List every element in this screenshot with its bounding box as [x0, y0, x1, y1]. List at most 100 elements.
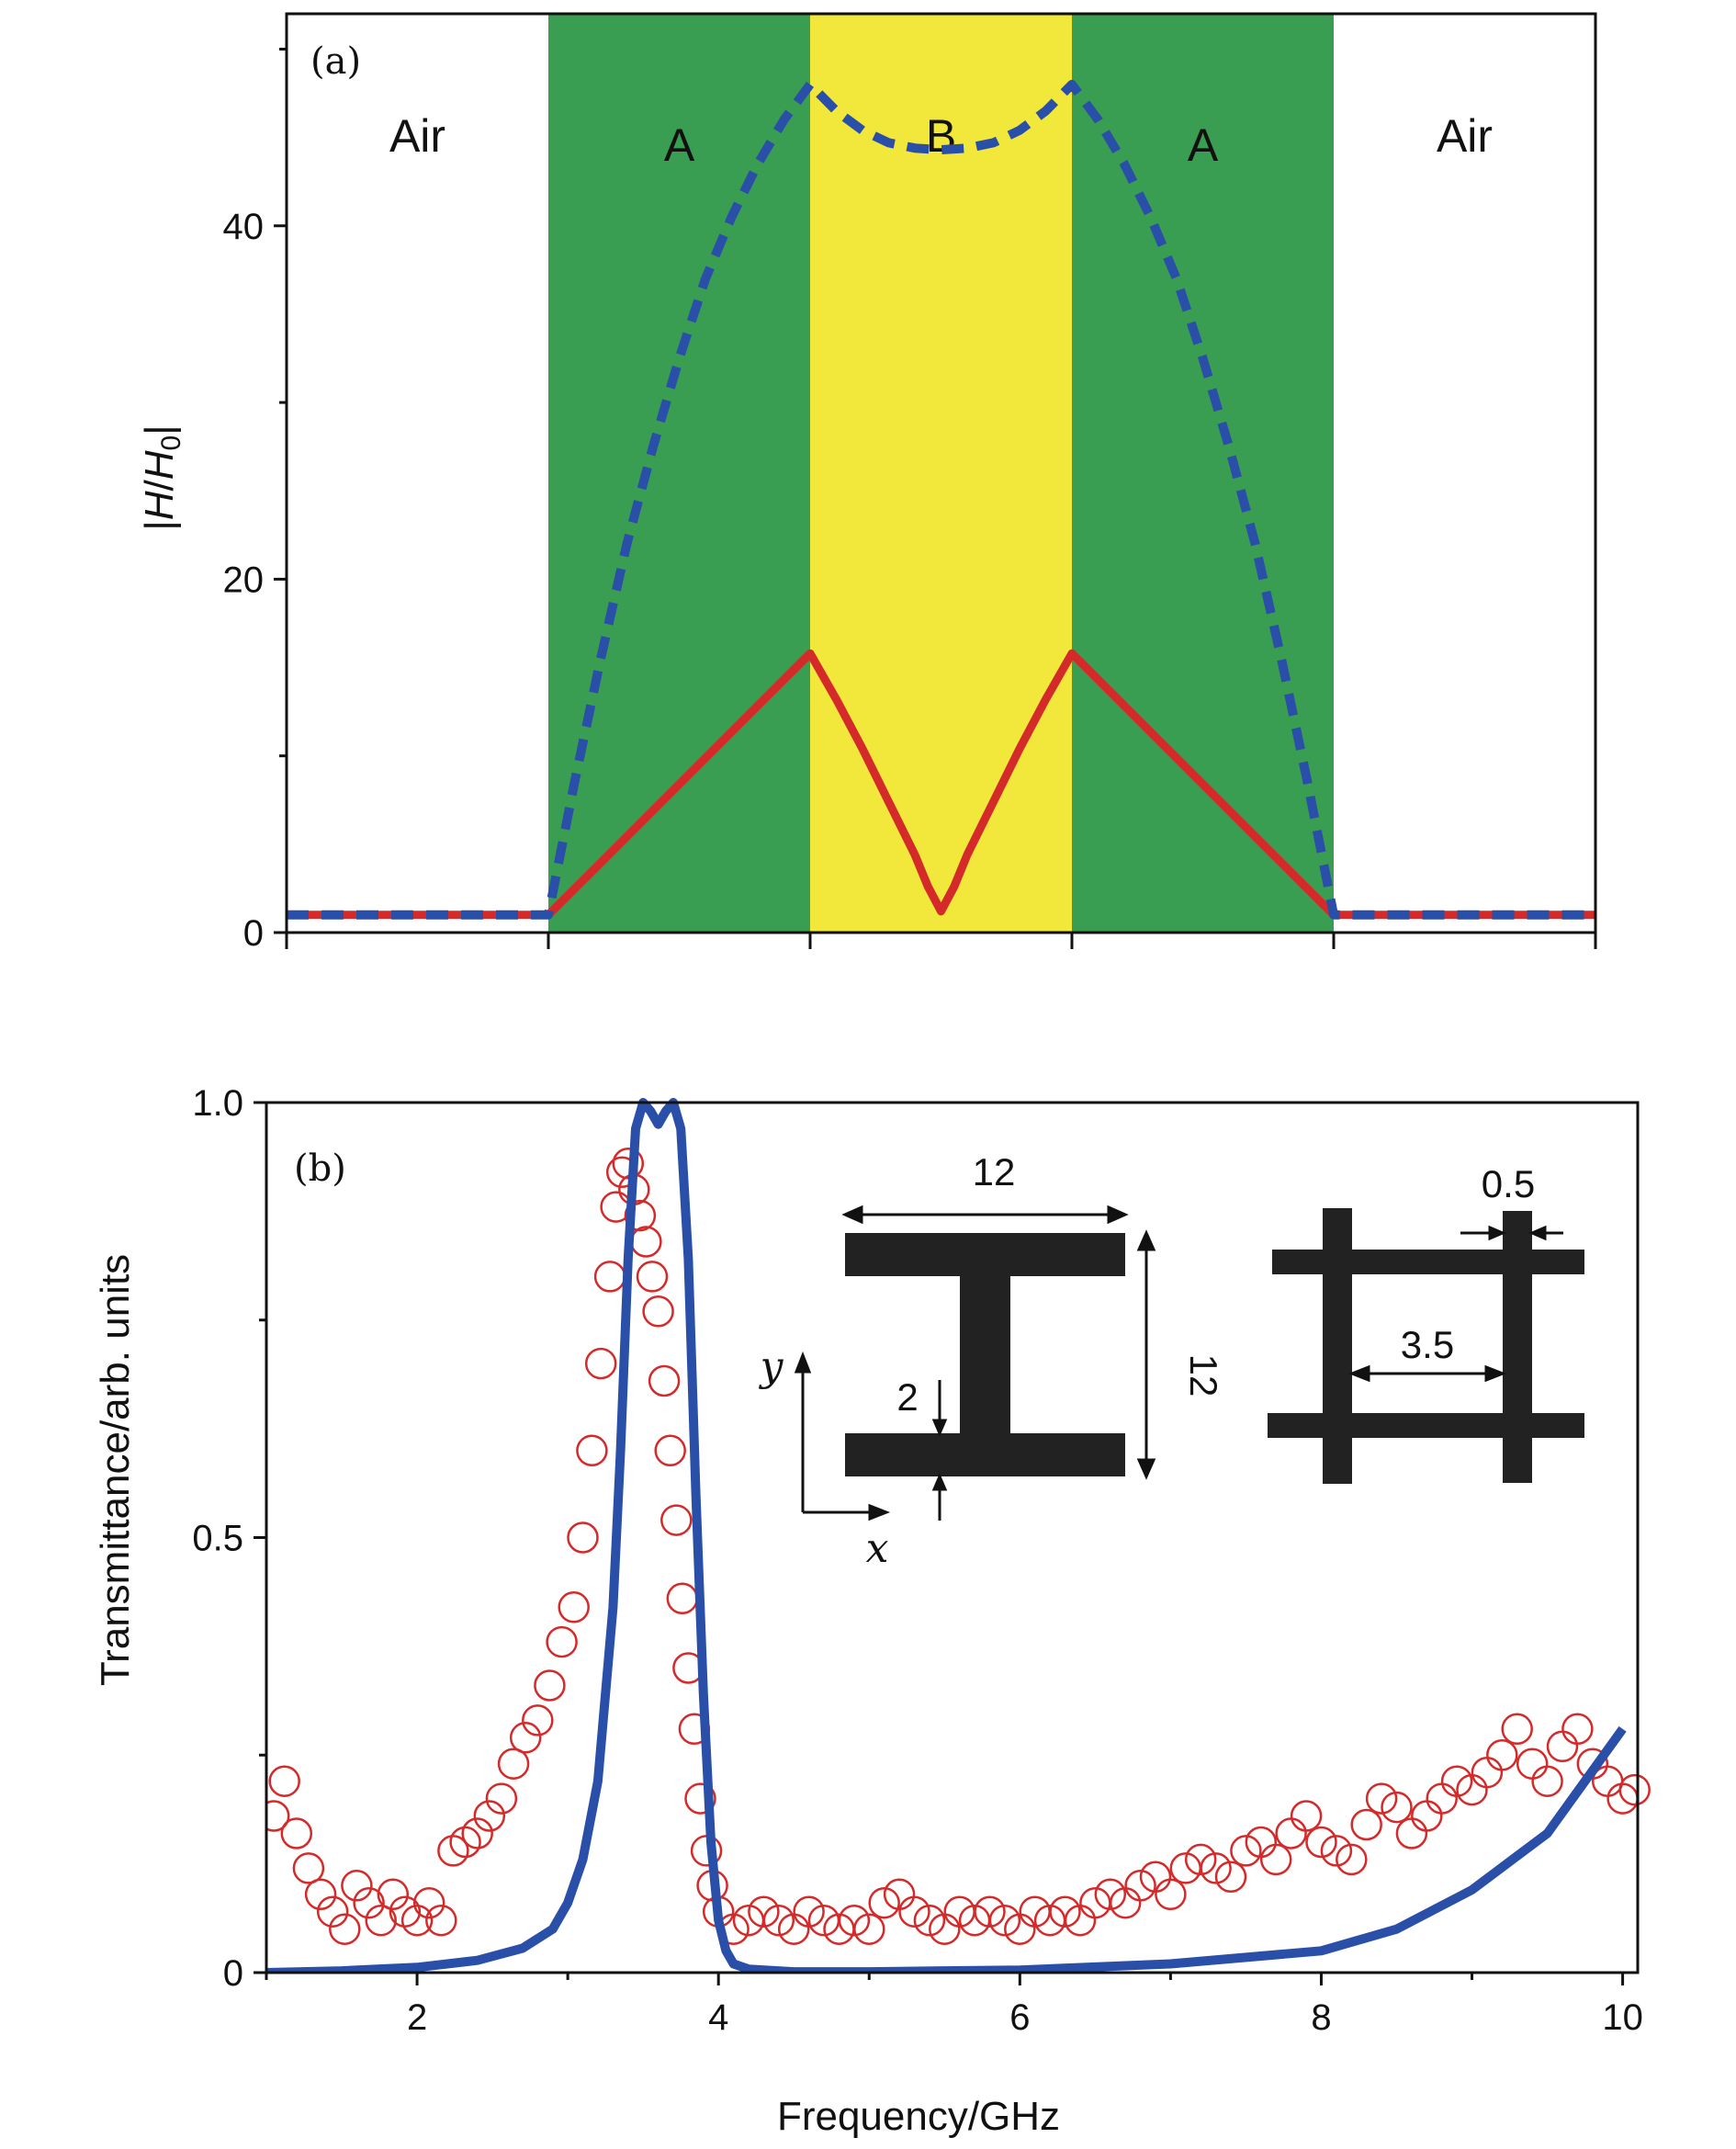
measurement-point [684, 1782, 716, 1815]
measurement-point [1381, 1791, 1413, 1824]
x-tick-label: 4 [708, 1997, 728, 2038]
panel-a-series [287, 79, 1595, 920]
measurement-point [546, 1625, 578, 1658]
measurement-point [341, 1870, 373, 1902]
measurement-point [1395, 1817, 1428, 1849]
measurement-point [1094, 1878, 1127, 1911]
measurement-point [353, 1886, 385, 1919]
series-simulation [266, 1098, 1627, 1973]
x-tick-label: 2 [407, 1997, 427, 2038]
panel-a-x-ticks [285, 933, 1597, 949]
measurement-point [377, 1878, 410, 1911]
measurement-point [853, 1913, 885, 1945]
panel-b-label: (b) [294, 1148, 346, 1190]
measurement-point [1214, 1861, 1247, 1894]
measurement-point [280, 1817, 313, 1849]
measurement-point [268, 1765, 300, 1797]
grid-bottom-bar [1268, 1413, 1584, 1438]
measurement-point [793, 1895, 825, 1928]
measurement-point [1365, 1782, 1398, 1815]
measurement-point [567, 1521, 599, 1554]
measurement-point [522, 1704, 554, 1736]
measurement-point [630, 1226, 662, 1258]
x-tick-label: 6 [1009, 1997, 1030, 2038]
width-dimension-label: 12 [973, 1150, 1016, 1193]
region-0 [287, 14, 548, 933]
measurement-point [1561, 1713, 1594, 1746]
y-axis-letter: y [759, 1343, 784, 1390]
panel-a-y-ticks: 0 20 40 [223, 47, 287, 954]
region-2 [810, 14, 1072, 933]
measurement-point [838, 1904, 871, 1937]
measurement-point [988, 1904, 1021, 1937]
y-tick-label: 40 [223, 207, 265, 247]
region-label-2: B [926, 110, 956, 162]
measurement-point [624, 1199, 657, 1232]
grid-right-bar [1503, 1211, 1532, 1483]
x-tick-label: 10 [1602, 1997, 1643, 2038]
measurement-point [1411, 1800, 1443, 1832]
panel-a-y-axis-title: |H/H0| [137, 424, 186, 530]
measurement-point [485, 1782, 518, 1815]
measurement-point [762, 1904, 795, 1937]
measurement-point [1440, 1765, 1473, 1797]
panel-b-y-axis-title: Transmittance/arb. units [93, 1254, 138, 1686]
height-dimension-arrow [1136, 1229, 1156, 1480]
y-tick-label: 0 [223, 1953, 243, 1994]
measurement-point [1350, 1808, 1382, 1841]
x-tick-label: 8 [1311, 1997, 1331, 2038]
measurement-point [425, 1904, 457, 1937]
gap-dimension-arrows [931, 1380, 948, 1521]
y-tick-label: 0 [243, 913, 264, 954]
region-label-3: A [1188, 119, 1219, 171]
measurement-point [1486, 1739, 1518, 1771]
line-width-label: 0.5 [1482, 1162, 1535, 1205]
measurement-point [974, 1895, 1006, 1928]
measurement-point [1426, 1782, 1458, 1815]
region-backgrounds [287, 14, 1595, 933]
measurement-point [648, 1364, 681, 1397]
measurement-point [1259, 1843, 1292, 1876]
height-dimension-label: 12 [1182, 1354, 1225, 1397]
measurement-point [412, 1886, 445, 1919]
measurement-point [636, 1261, 669, 1293]
measurement-point [660, 1504, 693, 1536]
x-axis-letter: x [866, 1525, 889, 1572]
width-dimension-arrow [841, 1205, 1129, 1225]
grid-top-bar [1272, 1250, 1584, 1274]
measurement-point [389, 1895, 422, 1928]
series-solid-red [287, 649, 1595, 920]
measurement-point [868, 1886, 900, 1919]
panel-a: Air A B A Air 0 20 40 (a) |H/H0| [137, 12, 1597, 954]
measurement-point [558, 1591, 590, 1623]
measurement-point [576, 1434, 608, 1467]
panel-b: 12 12 2 y x [93, 1083, 1651, 2139]
measurement-point [1501, 1713, 1533, 1746]
measurement-point [329, 1913, 361, 1945]
spacing-label: 3.5 [1401, 1323, 1454, 1366]
line-width-dimension-arrows [1460, 1225, 1563, 1241]
measurement-point [1305, 1826, 1337, 1859]
measurement-point [913, 1904, 946, 1937]
measurement-point [509, 1722, 542, 1754]
measurement-point [1516, 1747, 1549, 1780]
inset-diagram: 12 12 2 y x [759, 1150, 1584, 1572]
grid-left-bar [1323, 1208, 1352, 1484]
panel-b-series [266, 1098, 1651, 1973]
measurement-point [1275, 1817, 1307, 1849]
measurement-point [1471, 1756, 1504, 1789]
panel-a-frame [285, 12, 1597, 934]
panel-b-y-ticks: 0 0.5 1.0 [192, 1083, 266, 1994]
measurement-point [654, 1434, 686, 1467]
unit-cell-bottom-bar [845, 1433, 1125, 1476]
region-labels: Air A B A Air [389, 110, 1493, 171]
measurement-point [1200, 1852, 1232, 1884]
measurement-point [1290, 1800, 1323, 1832]
measurement-point [400, 1904, 434, 1937]
measurement-point [898, 1895, 930, 1928]
region-label-0: Air [389, 110, 445, 162]
measurement-point [316, 1895, 349, 1928]
measurement-point [1049, 1895, 1081, 1928]
measurement-point [666, 1582, 699, 1615]
